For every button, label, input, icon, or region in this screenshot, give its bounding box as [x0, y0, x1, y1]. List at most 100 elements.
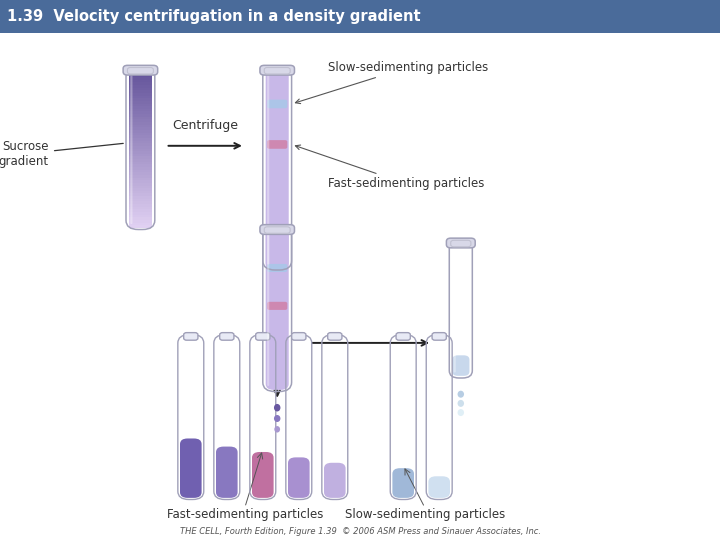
- FancyBboxPatch shape: [390, 335, 416, 500]
- Bar: [129, 121, 152, 125]
- FancyBboxPatch shape: [266, 69, 289, 268]
- Bar: [129, 153, 152, 157]
- FancyBboxPatch shape: [267, 302, 287, 310]
- FancyBboxPatch shape: [267, 140, 287, 149]
- Bar: [129, 198, 152, 201]
- FancyBboxPatch shape: [454, 246, 456, 373]
- Bar: [129, 84, 152, 87]
- Bar: [129, 89, 152, 93]
- Bar: [129, 221, 152, 225]
- Bar: [129, 142, 152, 146]
- Bar: [129, 177, 152, 180]
- Ellipse shape: [274, 415, 281, 422]
- Text: Sucrose
gradient: Sucrose gradient: [0, 140, 123, 168]
- FancyBboxPatch shape: [184, 333, 198, 340]
- Bar: [129, 108, 152, 111]
- Bar: [129, 103, 152, 106]
- FancyBboxPatch shape: [263, 68, 292, 270]
- Text: Fast-sedimenting particles: Fast-sedimenting particles: [166, 508, 323, 521]
- Bar: [129, 73, 152, 77]
- FancyBboxPatch shape: [267, 73, 269, 265]
- Bar: [129, 219, 152, 222]
- FancyBboxPatch shape: [267, 232, 269, 386]
- Bar: [129, 211, 152, 215]
- Bar: [129, 187, 152, 191]
- FancyBboxPatch shape: [130, 73, 132, 224]
- Bar: [129, 216, 152, 220]
- Bar: [129, 168, 152, 172]
- Text: Centrifuge: Centrifuge: [172, 119, 238, 132]
- Bar: [129, 105, 152, 109]
- FancyBboxPatch shape: [260, 65, 294, 75]
- Bar: [129, 195, 152, 199]
- Bar: [129, 179, 152, 183]
- FancyBboxPatch shape: [428, 476, 450, 498]
- FancyBboxPatch shape: [178, 335, 204, 500]
- Bar: [129, 160, 152, 164]
- Bar: [129, 185, 152, 188]
- Text: THE CELL, Fourth Edition, Figure 1.39  © 2006 ASM Press and Sinauer Associates, : THE CELL, Fourth Edition, Figure 1.39 © …: [179, 527, 541, 536]
- FancyBboxPatch shape: [449, 240, 472, 378]
- Bar: [129, 134, 152, 138]
- FancyBboxPatch shape: [267, 99, 287, 108]
- FancyBboxPatch shape: [256, 333, 270, 340]
- FancyBboxPatch shape: [288, 457, 310, 498]
- Bar: [129, 150, 152, 154]
- Bar: [129, 94, 152, 98]
- FancyBboxPatch shape: [396, 333, 410, 340]
- Bar: [129, 81, 152, 85]
- FancyBboxPatch shape: [220, 333, 234, 340]
- Bar: [129, 86, 152, 90]
- FancyBboxPatch shape: [263, 227, 292, 392]
- Bar: [129, 126, 152, 130]
- Ellipse shape: [458, 391, 464, 397]
- Bar: [129, 124, 152, 127]
- FancyBboxPatch shape: [328, 333, 342, 340]
- FancyBboxPatch shape: [252, 452, 274, 498]
- Bar: [129, 203, 152, 207]
- Bar: [129, 206, 152, 210]
- Bar: [129, 192, 152, 196]
- FancyBboxPatch shape: [250, 335, 276, 500]
- Ellipse shape: [458, 400, 464, 407]
- Bar: [129, 145, 152, 148]
- Bar: [129, 92, 152, 96]
- FancyBboxPatch shape: [214, 335, 240, 500]
- Bar: [129, 156, 152, 159]
- FancyBboxPatch shape: [452, 242, 469, 376]
- Bar: [129, 113, 152, 117]
- Bar: [129, 182, 152, 186]
- FancyBboxPatch shape: [322, 335, 348, 500]
- FancyBboxPatch shape: [126, 68, 155, 230]
- FancyBboxPatch shape: [123, 65, 158, 75]
- Ellipse shape: [274, 426, 280, 433]
- FancyBboxPatch shape: [180, 438, 202, 498]
- FancyBboxPatch shape: [426, 335, 452, 500]
- Bar: [129, 190, 152, 193]
- Bar: [129, 174, 152, 178]
- Text: Slow-sedimenting particles: Slow-sedimenting particles: [295, 61, 488, 104]
- Bar: [129, 76, 152, 80]
- Text: 1.39  Velocity centrifugation in a density gradient: 1.39 Velocity centrifugation in a densit…: [7, 9, 420, 24]
- FancyBboxPatch shape: [452, 355, 469, 376]
- Bar: [129, 97, 152, 101]
- Bar: [129, 171, 152, 175]
- Bar: [129, 132, 152, 135]
- FancyBboxPatch shape: [392, 468, 414, 498]
- FancyBboxPatch shape: [267, 264, 287, 272]
- Ellipse shape: [458, 409, 464, 416]
- Bar: [129, 166, 152, 170]
- Bar: [129, 79, 152, 82]
- FancyBboxPatch shape: [432, 333, 446, 340]
- Bar: [129, 200, 152, 204]
- FancyBboxPatch shape: [216, 447, 238, 498]
- FancyBboxPatch shape: [292, 333, 306, 340]
- Bar: [129, 224, 152, 228]
- Text: Slow-sedimenting particles: Slow-sedimenting particles: [345, 508, 505, 521]
- Bar: [129, 137, 152, 140]
- Bar: [129, 208, 152, 212]
- FancyBboxPatch shape: [286, 335, 312, 500]
- Bar: [129, 139, 152, 143]
- Ellipse shape: [274, 404, 281, 411]
- FancyBboxPatch shape: [266, 228, 289, 390]
